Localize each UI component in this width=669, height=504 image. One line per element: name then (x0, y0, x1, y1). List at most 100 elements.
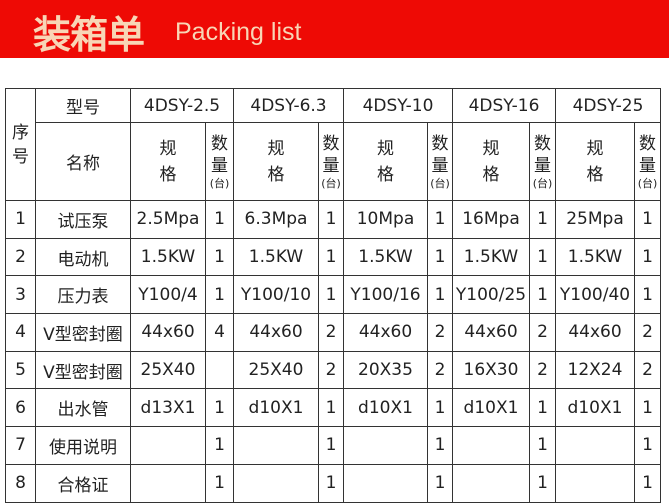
spec-cell (555, 463, 635, 503)
name-header: 名称 (35, 122, 131, 201)
qty-cell: 1 (529, 237, 556, 277)
qty-header: 数量 (台) (529, 122, 556, 201)
qty-cell: 1 (634, 237, 661, 277)
spec-cell: 1.5KW (555, 237, 635, 277)
qty-cell: 2 (529, 313, 556, 352)
row-number: 2 (5, 237, 36, 277)
qty-cell: 1 (205, 388, 234, 428)
spec-cell: 16Mpa (452, 200, 530, 239)
spec-cell: 1.5KW (233, 237, 319, 277)
row-number: 5 (5, 350, 36, 390)
row-number: 6 (5, 388, 36, 428)
spec-cell: d10X1 (555, 388, 635, 428)
item-name: 出水管 (35, 388, 131, 428)
qty-cell: 1 (205, 463, 234, 503)
spec-cell: Y100/40 (555, 275, 635, 315)
qty-cell: 1 (318, 200, 344, 239)
spec-cell (343, 463, 428, 503)
spec-header: 规格 (555, 122, 635, 201)
row-number: 8 (5, 463, 36, 503)
qty-cell: 1 (205, 426, 234, 465)
spec-cell: 16X30 (452, 350, 530, 390)
spec-cell: Y100/10 (233, 275, 319, 315)
model-name: 4DSY-2.5 (130, 88, 234, 123)
qty-cell: 2 (634, 313, 661, 352)
qty-cell: 1 (318, 275, 344, 315)
qty-header: 数量 (台) (634, 122, 661, 201)
qty-cell: 1 (529, 426, 556, 465)
spec-cell: 44x60 (555, 313, 635, 352)
spec-cell: 2.5Mpa (130, 200, 206, 239)
model-name: 4DSY-6.3 (233, 88, 344, 123)
qty-cell: 1 (427, 275, 453, 315)
table-row: 5 V型密封圈 25X40 25X40 2 20X35 2 16X30 2 12X24 2 (5, 350, 661, 390)
model-name: 4DSY-25 (555, 88, 661, 123)
packing-list-table: 序号 型号 4DSY-2.5 4DSY-6.3 4DSY-10 4DSY-16 … (5, 88, 661, 503)
qty-cell (205, 350, 234, 390)
row-number: 4 (5, 313, 36, 352)
qty-cell: 2 (318, 350, 344, 390)
qty-cell: 1 (318, 426, 344, 465)
row-number: 1 (5, 200, 36, 239)
seq-header: 序号 (5, 88, 36, 201)
spec-cell (233, 463, 319, 503)
qty-header: 数量 (台) (318, 122, 344, 201)
qty-cell: 1 (427, 388, 453, 428)
title-chinese: 装箱单 (33, 13, 145, 57)
item-name: V型密封圈 (35, 313, 131, 352)
qty-cell: 1 (205, 237, 234, 277)
spec-cell: 6.3Mpa (233, 200, 319, 239)
model-header: 型号 (35, 88, 131, 123)
spec-cell: 44x60 (130, 313, 206, 352)
qty-cell: 2 (427, 313, 453, 352)
spec-cell (130, 426, 206, 465)
qty-header: 数量 (台) (205, 122, 234, 201)
qty-cell: 1 (205, 275, 234, 315)
table-row: 2 电动机 1.5KW 1 1.5KW 1 1.5KW 1 1.5KW 1 1.5KW 1 (5, 237, 661, 277)
spec-cell: 1.5KW (130, 237, 206, 277)
title-banner: 装箱单 Packing list (0, 0, 669, 58)
spec-header: 规格 (343, 122, 428, 201)
qty-cell: 1 (634, 388, 661, 428)
spec-cell: 10Mpa (343, 200, 428, 239)
spec-cell: 44x60 (233, 313, 319, 352)
item-name: 使用说明 (35, 426, 131, 465)
qty-cell: 1 (634, 275, 661, 315)
qty-header: 数量 (台) (427, 122, 453, 201)
qty-cell: 1 (529, 388, 556, 428)
title-english: Packing list (175, 18, 302, 46)
item-name: 电动机 (35, 237, 131, 277)
spec-cell (555, 426, 635, 465)
qty-cell: 1 (427, 463, 453, 503)
item-name: 合格证 (35, 463, 131, 503)
spec-cell (343, 426, 428, 465)
spec-cell: Y100/16 (343, 275, 428, 315)
spec-cell: 25X40 (233, 350, 319, 390)
qty-cell: 1 (205, 200, 234, 239)
qty-cell: 2 (529, 350, 556, 390)
qty-cell: 1 (427, 200, 453, 239)
spec-cell: d13X1 (130, 388, 206, 428)
header-row-model: 序号 型号 4DSY-2.5 4DSY-6.3 4DSY-10 4DSY-16 … (5, 88, 661, 201)
qty-cell: 1 (529, 275, 556, 315)
spec-cell: 1.5KW (452, 237, 530, 277)
spec-header: 规格 (233, 122, 319, 201)
qty-cell: 2 (427, 350, 453, 390)
qty-cell: 1 (318, 237, 344, 277)
qty-cell: 1 (634, 426, 661, 465)
qty-cell: 2 (318, 313, 344, 352)
qty-cell: 1 (318, 463, 344, 503)
spec-header: 规格 (130, 122, 206, 201)
spec-cell: d10X1 (452, 388, 530, 428)
spec-cell: 12X24 (555, 350, 635, 390)
qty-cell: 1 (318, 388, 344, 428)
header-row-name: 名称 规格数量 (台) 规格数量 (台) 规格数量 (台) 规格数量 (台) 规格数量 (台) (6, 122, 661, 201)
table-row: 3 压力表 Y100/4 1 Y100/10 1 Y100/16 1 Y100/25 1 Y100/… (5, 275, 661, 315)
model-name: 4DSY-16 (452, 88, 556, 123)
qty-cell: 1 (634, 200, 661, 239)
spec-cell: Y100/4 (130, 275, 206, 315)
spec-cell: d10X1 (233, 388, 319, 428)
spec-cell: 44x60 (452, 313, 530, 352)
spec-cell: 1.5KW (343, 237, 428, 277)
spec-cell (130, 463, 206, 503)
